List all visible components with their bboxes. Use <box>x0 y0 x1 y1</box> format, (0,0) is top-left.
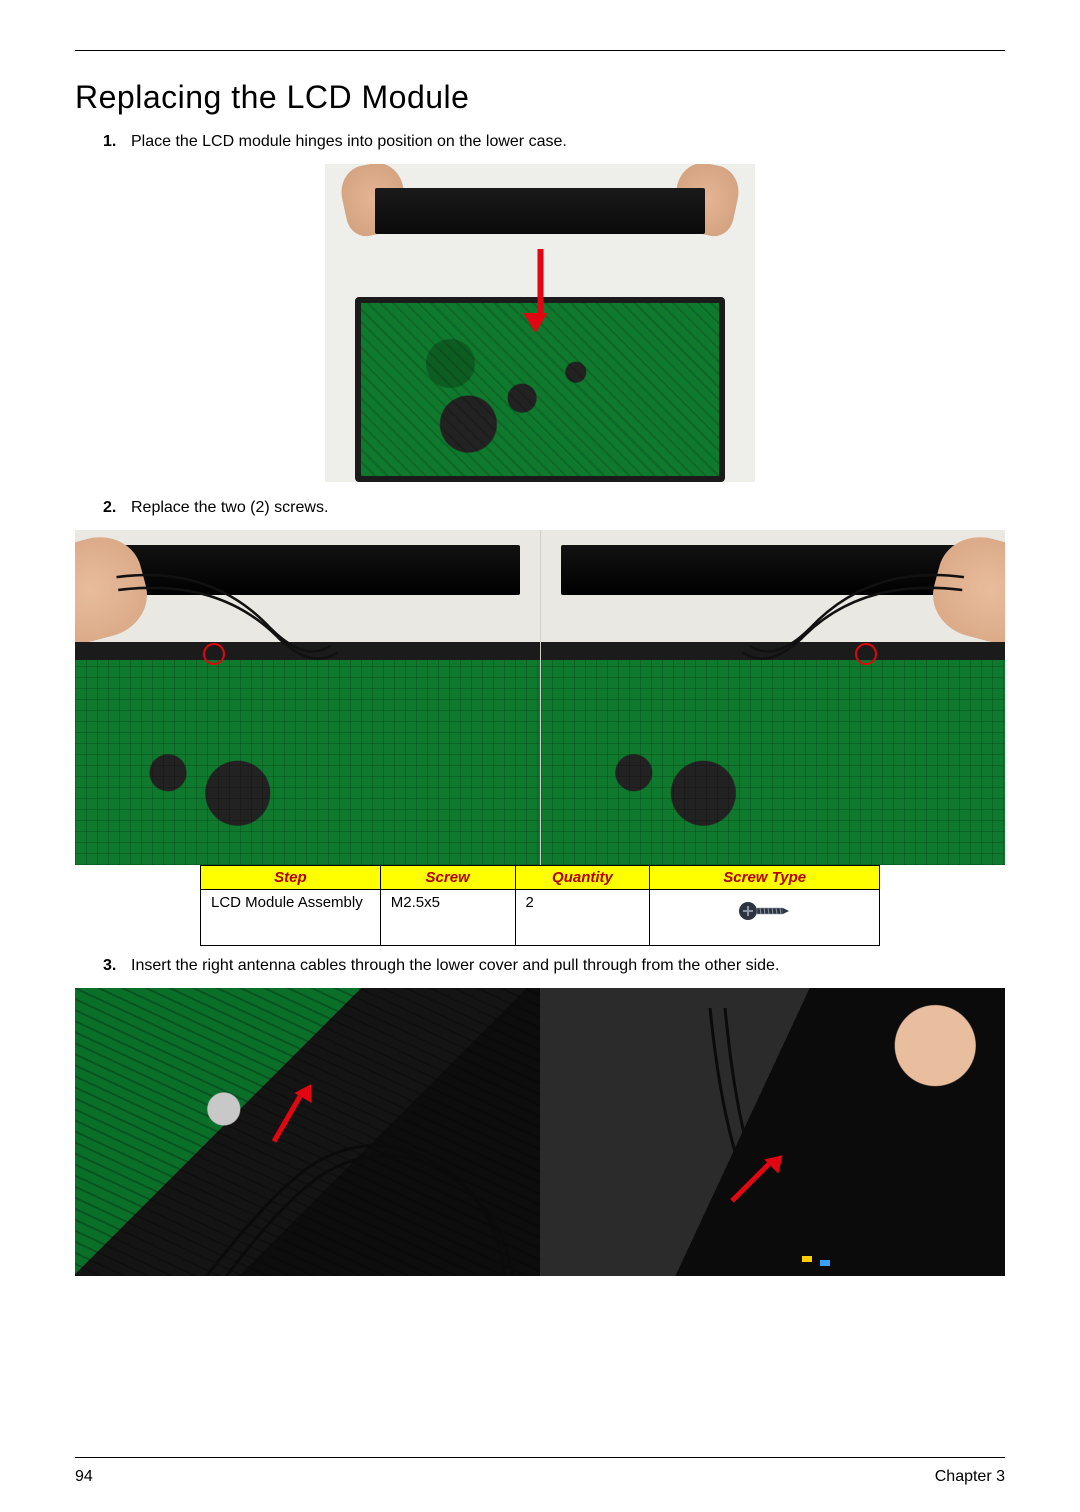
steps-list-2: 2. Replace the two (2) screws. <box>75 496 1005 520</box>
screw-marker-right <box>855 643 877 665</box>
pcb-right <box>541 660 1006 865</box>
cable-right <box>541 560 1006 680</box>
step-2-number: 2. <box>103 496 116 520</box>
th-screw-type: Screw Type <box>650 866 880 890</box>
step-1-text: Place the LCD module hinges into positio… <box>131 133 567 150</box>
figure-3 <box>75 988 1005 1276</box>
cables-left <box>75 988 540 1276</box>
figure-1-image <box>325 164 755 482</box>
step-3-text: Insert the right antenna cables through … <box>131 957 779 974</box>
steps-list-3: 3. Insert the right antenna cables throu… <box>75 954 1005 978</box>
chapter-label: Chapter 3 <box>935 1468 1005 1486</box>
th-quantity: Quantity <box>515 866 650 890</box>
step-2: 2. Replace the two (2) screws. <box>103 496 1005 520</box>
figure-3-right <box>540 988 1005 1276</box>
figure-2-right <box>540 530 1006 865</box>
lcd-module <box>375 188 705 234</box>
figure-1 <box>75 164 1005 482</box>
cable-left <box>75 560 540 680</box>
step-3: 3. Insert the right antenna cables throu… <box>103 954 1005 978</box>
td-quantity: 2 <box>515 890 650 946</box>
page-number: 94 <box>75 1468 93 1486</box>
step-3-number: 3. <box>103 954 116 978</box>
steps-list: 1. Place the LCD module hinges into posi… <box>75 130 1005 154</box>
step-1: 1. Place the LCD module hinges into posi… <box>103 130 1005 154</box>
figure-3-image <box>75 988 1005 1276</box>
footer-rule <box>75 1457 1005 1458</box>
td-screw: M2.5x5 <box>380 890 515 946</box>
screw-marker-left <box>203 643 225 665</box>
header-rule <box>75 50 1005 51</box>
figure-3-left <box>75 988 540 1276</box>
screw-table: Step Screw Quantity Screw Type LCD Modul… <box>200 865 880 946</box>
pcb-left <box>75 660 540 865</box>
figure-2-image <box>75 530 1005 865</box>
th-screw: Screw <box>380 866 515 890</box>
down-arrow-icon <box>533 249 548 333</box>
screw-icon <box>737 896 793 930</box>
td-step: LCD Module Assembly <box>201 890 381 946</box>
figure-2 <box>75 530 1005 865</box>
table-row: LCD Module Assembly M2.5x5 2 <box>201 890 880 946</box>
page-footer: 94 Chapter 3 <box>75 1468 1005 1486</box>
step-2-text: Replace the two (2) screws. <box>131 499 328 516</box>
table-header-row: Step Screw Quantity Screw Type <box>201 866 880 890</box>
th-step: Step <box>201 866 381 890</box>
step-1-number: 1. <box>103 130 116 154</box>
cables-right <box>540 988 1005 1276</box>
page-title: Replacing the LCD Module <box>75 79 1005 116</box>
td-screw-type <box>650 890 880 946</box>
figure-2-left <box>75 530 540 865</box>
